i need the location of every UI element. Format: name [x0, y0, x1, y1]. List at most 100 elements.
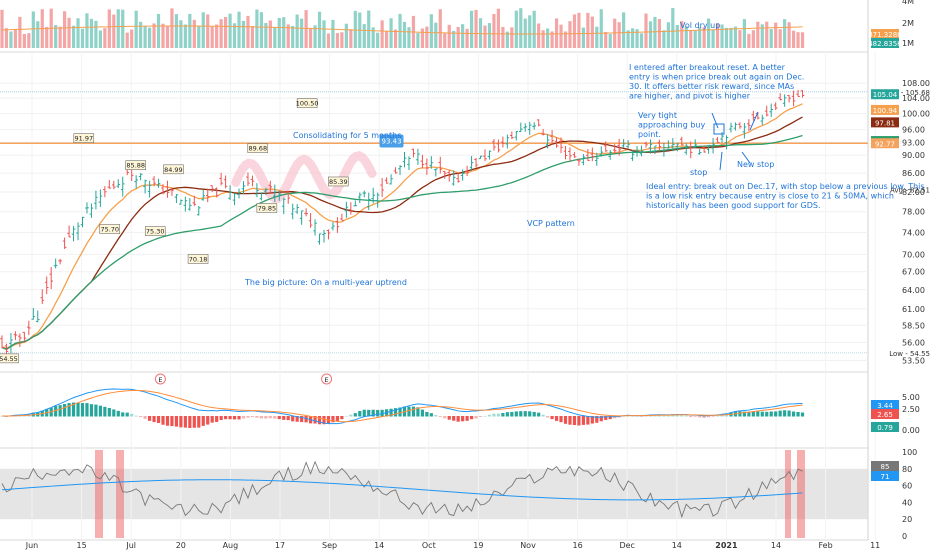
volume-bar [179, 20, 183, 48]
macd-histogram-bar [657, 415, 662, 417]
volume-bar [0, 9, 4, 48]
volume-bar [774, 22, 778, 48]
rs-tick-label: 80 [902, 465, 912, 474]
macd-histogram-bar [54, 405, 58, 417]
volume-bar [170, 8, 174, 48]
macd-histogram-bar [563, 416, 568, 424]
volume-bar [210, 26, 214, 48]
volume-bar [707, 18, 711, 48]
volume-bar [751, 30, 755, 48]
volume-bar [608, 33, 612, 48]
price_tags-box [871, 104, 899, 115]
macd-histogram-bar [210, 416, 214, 423]
price-tick-label: 82.00 [902, 188, 925, 197]
macd-histogram-bar [425, 411, 429, 417]
macd-histogram-bar [192, 416, 196, 428]
volume-bar [487, 23, 492, 48]
annotation-text: approaching buy [638, 121, 706, 130]
volume-bar [671, 8, 675, 49]
macd-histogram-bar [317, 416, 322, 425]
macd-histogram-bar [635, 415, 639, 417]
price-tick-label: 100.00 [902, 110, 930, 119]
volume-bar [89, 18, 94, 48]
volume-bar [300, 18, 304, 48]
time-tick-label: Feb [819, 541, 833, 550]
macd-histogram-bar [487, 414, 492, 417]
macd-histogram-bar [250, 416, 255, 418]
macd-histogram-bar [519, 411, 523, 417]
volume-bar [188, 13, 192, 48]
macd-histogram-bar [232, 416, 237, 420]
macd-line [1, 388, 803, 425]
volume-bar [492, 14, 496, 48]
volume-bar [268, 20, 272, 48]
volume-bar [568, 21, 572, 48]
volume-bar [134, 10, 138, 49]
macd-histogram-bar [376, 409, 380, 417]
volume-bar [711, 29, 715, 48]
annotation-text: point. [638, 130, 661, 139]
volume-bar [304, 10, 308, 48]
macd-histogram-bar [277, 416, 281, 420]
volume-bar [586, 12, 590, 48]
rs-ma-line [1, 479, 803, 501]
volume-bar [595, 26, 599, 48]
macd-histogram-bar [492, 413, 496, 417]
macd_tags-box [871, 422, 899, 432]
volume-bar [31, 11, 35, 48]
macd-histogram-bar [215, 416, 219, 422]
macd-histogram-bar [174, 416, 179, 427]
pivot-label: 85.88 [126, 162, 145, 170]
macd-histogram-bar [765, 411, 769, 417]
macd-histogram-bar [541, 414, 545, 417]
volume-bar [349, 29, 353, 48]
macd-histogram-bar [156, 416, 161, 424]
macd-histogram-bar [161, 416, 165, 425]
volume-bar [742, 19, 746, 48]
rs_tags-box [871, 471, 899, 481]
volume-bar [572, 14, 577, 49]
macd-histogram-bar [313, 416, 317, 424]
pivot-label: 93.43 [381, 137, 401, 145]
volume-bar [639, 33, 644, 48]
annotation-text: New stop [737, 160, 774, 169]
volume-bar [335, 33, 340, 48]
time-tick-label: Dec [619, 541, 634, 550]
volume-bar [4, 28, 9, 48]
pivot-box [0, 353, 19, 364]
volume-bar [224, 16, 228, 48]
vcp-highlight [231, 151, 377, 203]
volume-bar [326, 33, 331, 48]
macd-histogram-bar [680, 415, 684, 417]
macd-histogram-bar [85, 403, 89, 417]
volume-bar [147, 27, 152, 48]
volume-bar [599, 9, 603, 49]
side-label-avg: Avg - 82.51 [890, 187, 930, 195]
volume-bar [98, 30, 102, 48]
annotation-text: 30. It offers better risk reward, since … [629, 82, 794, 91]
price-tick-label: 86.00 [902, 169, 925, 178]
macd-histogram-bar [662, 415, 666, 417]
macd-histogram-bar [268, 416, 272, 419]
side-label-low: Low - 54.55 [889, 350, 930, 358]
volume-bar [483, 25, 487, 48]
volume-bar [796, 32, 800, 48]
price_tags-text: 100.94 [873, 107, 898, 115]
volume_tags-box [871, 29, 899, 39]
macd-histogram-bar [89, 404, 94, 417]
price-tick-label: 78.00 [902, 208, 925, 217]
macd-histogram-bar [241, 416, 246, 419]
macd-histogram-bar [666, 415, 670, 417]
macd-histogram-bar [94, 404, 98, 417]
macd-histogram-bar [322, 416, 326, 425]
volume-bar [308, 27, 313, 48]
pivot-box [187, 254, 209, 264]
volume-bar [550, 31, 554, 48]
volume-bar [393, 29, 398, 48]
macd-histogram-bar [349, 414, 353, 417]
macd-histogram-bar [778, 410, 782, 417]
macd-histogram-bar [139, 416, 143, 418]
volume-bar [63, 11, 67, 49]
volume_tags-box [871, 38, 899, 48]
macd-histogram-bar [742, 411, 746, 417]
